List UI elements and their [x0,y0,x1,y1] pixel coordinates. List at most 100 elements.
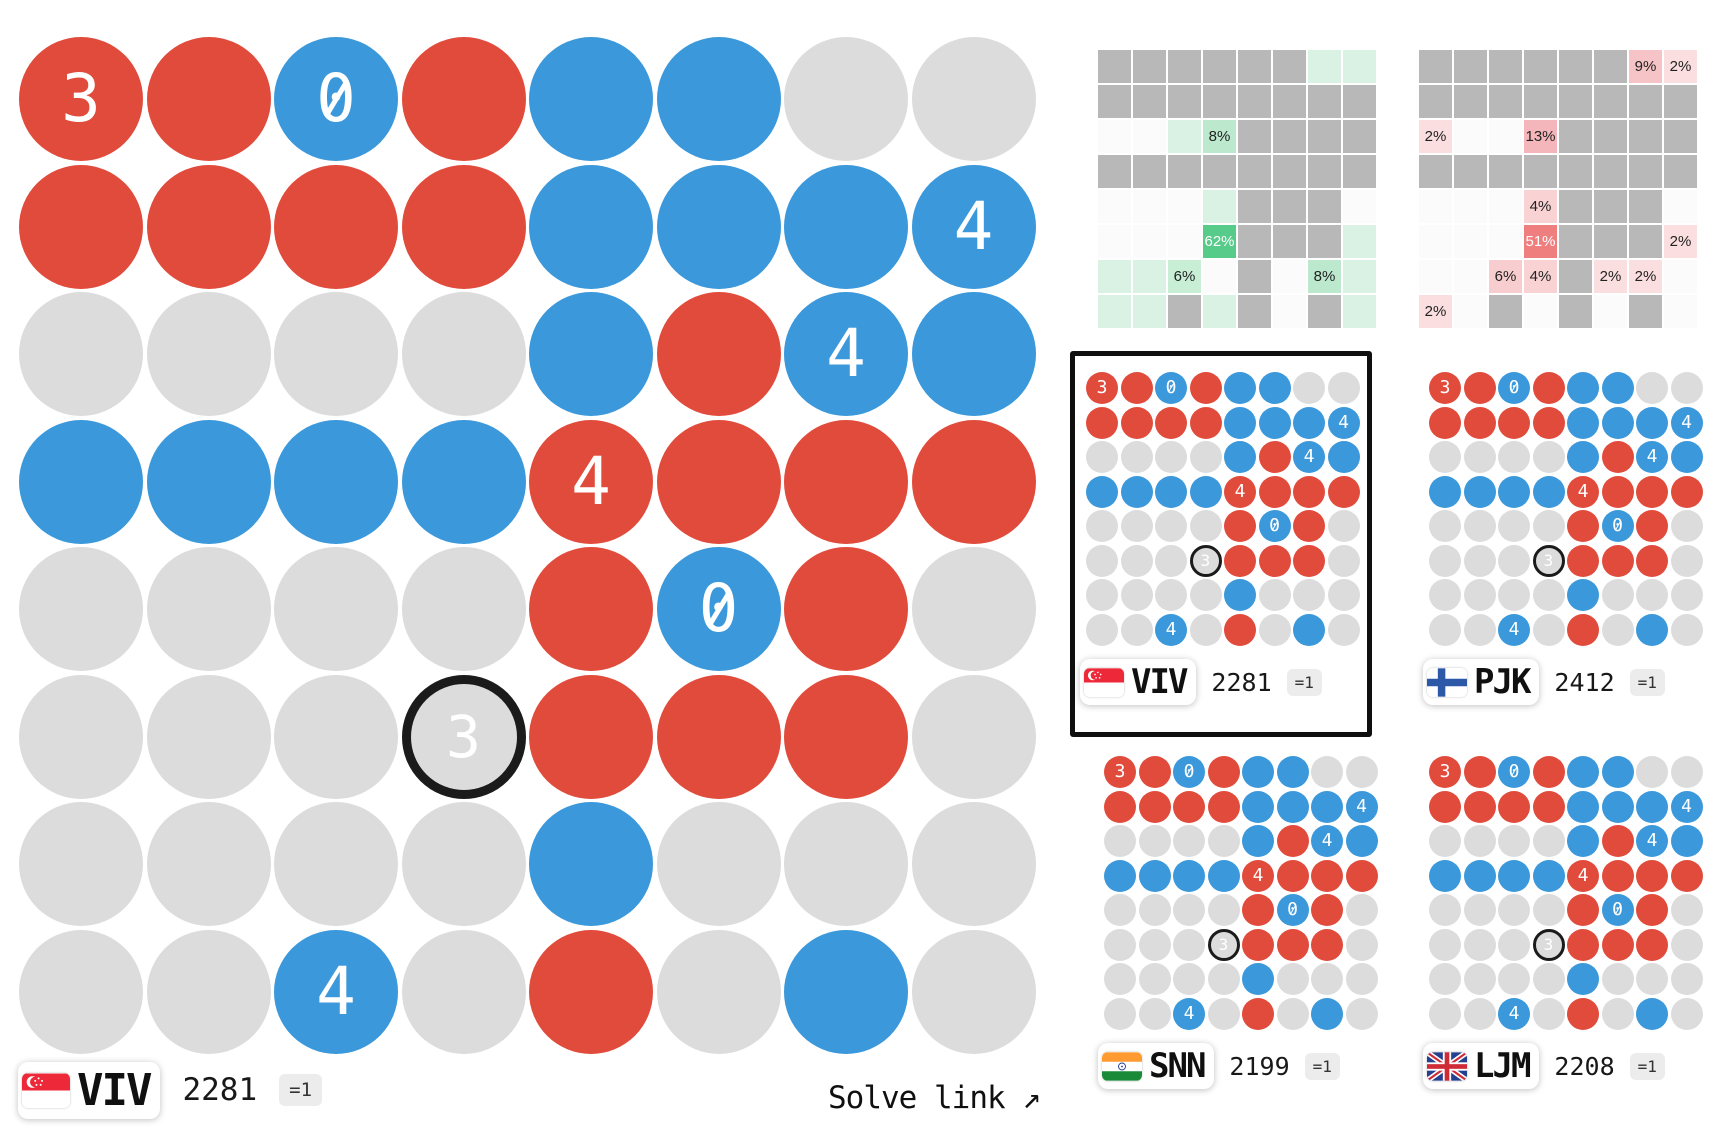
board-cell-empty[interactable] [656,802,781,926]
board-cell-empty[interactable] [19,802,143,926]
board-cell-empty[interactable] [19,547,143,671]
board-cell-red[interactable] [529,674,653,799]
player-label-LJM[interactable]: LJM 2208 =1 [1423,1042,1665,1090]
board-cell-empty[interactable] [274,547,398,671]
board-cell-empty[interactable] [146,547,271,671]
board-cell-red[interactable] [911,419,1036,544]
board-cell-empty[interactable] [274,802,398,926]
mini-cell-empty [1670,928,1703,961]
board-cell-empty[interactable] [19,929,143,1054]
board-cell-red[interactable] [656,674,781,799]
board-cell-empty[interactable] [911,929,1036,1054]
heatmap-cell [1454,260,1487,293]
mini-cell-red [1463,372,1496,404]
board-cell-blue[interactable] [911,292,1036,416]
solve-link[interactable]: Solve link ↗ [600,1080,1041,1116]
board-cell-red[interactable] [784,674,908,799]
board-cell-red[interactable] [401,164,526,289]
board-cell-empty[interactable] [146,674,271,799]
mini-cell-empty [1207,997,1240,1030]
heatmap-cell [1238,260,1271,293]
heatmap-cell-value: 2% [1594,260,1627,293]
board-cell-empty[interactable] [274,674,398,799]
heatmap-cell [1664,120,1697,153]
player-label-PJK[interactable]: PJK 2412 =1 [1423,658,1665,706]
mini-cell-empty [1601,579,1634,611]
board-cell-red[interactable] [784,547,908,671]
board-cell-empty[interactable] [401,547,526,671]
board-cell-blue-0[interactable]: 0 [274,37,398,161]
board-cell-blue[interactable] [529,37,653,161]
mini-cell-empty [1207,825,1240,857]
board-cell-red[interactable] [19,164,143,289]
board-cell-empty[interactable] [401,292,526,416]
board-cell-blue-4[interactable]: 4 [784,292,908,416]
board-cell-blue-4[interactable]: 4 [274,929,398,1054]
heatmap-cell [1343,190,1376,223]
board-cell-red[interactable] [656,292,781,416]
player-label-SNN[interactable]: SNN 2199 =1 [1098,1042,1340,1090]
board-cell-empty[interactable] [19,292,143,416]
cell-number: 4 [1681,411,1692,433]
heatmap-cell [1629,295,1662,328]
board-cell-empty[interactable] [401,929,526,1054]
board-cell-empty[interactable] [146,929,271,1054]
mini-board-VIV[interactable]: 30444034 [1086,372,1360,646]
board-cell-red[interactable] [529,929,653,1054]
board-cell-empty[interactable] [19,674,143,799]
board-cell-empty[interactable] [146,292,271,416]
board-cell-blue[interactable] [529,292,653,416]
board-cell-red[interactable] [401,37,526,161]
board-cell-blue[interactable] [274,419,398,544]
external-link-arrow-icon: ↗ [1022,1080,1041,1116]
board-cell-red-3[interactable]: 3 [19,37,143,161]
board-cell-empty[interactable] [656,929,781,1054]
board-cell-red[interactable] [274,164,398,289]
board-cell-blue-4[interactable]: 4 [911,164,1036,289]
heatmap-cell [1168,50,1201,83]
board-cell-blue[interactable] [529,802,653,926]
mini-cell-blue [1498,859,1530,892]
mini-cell-empty [1601,997,1634,1030]
heatmap-cell [1098,190,1131,223]
board-cell-blue[interactable] [784,164,908,289]
player-label-VIV[interactable]: VIV 2281 =1 [1080,658,1322,706]
board-cell-empty[interactable] [784,37,908,161]
board-cell-blue[interactable] [656,164,781,289]
board-cell-empty[interactable] [146,802,271,926]
mini-cell-empty [1532,963,1565,995]
board-cell-red[interactable] [784,419,908,544]
board-cell-red[interactable] [146,164,271,289]
board-cell-red[interactable] [529,547,653,671]
mini-cell-empty [1258,579,1291,611]
board-cell-empty[interactable] [401,802,526,926]
board-cell-blue[interactable] [784,929,908,1054]
board-cell-blue[interactable] [401,419,526,544]
mini-cell-empty [1429,825,1461,857]
mini-cell-empty [1532,510,1565,542]
board-cell-empty[interactable] [911,802,1036,926]
board-cell-red[interactable] [656,419,781,544]
mini-board-LJM[interactable]: 30444034 [1429,756,1703,1030]
board-cell-empty[interactable] [911,547,1036,671]
mini-board-PJK[interactable]: 30444034 [1429,372,1703,646]
board-cell-empty-outlined-3[interactable]: 3 [401,674,526,799]
footer-player-label: VIV 2281 =1 [18,1061,323,1119]
board-cell-empty[interactable] [911,37,1036,161]
player-code: VIV [1131,662,1188,702]
board-cell-blue[interactable] [146,419,271,544]
board-cell-empty[interactable] [784,802,908,926]
flag-sg-icon [1084,667,1124,697]
board-cell-blue[interactable] [656,37,781,161]
board-cell-empty[interactable] [911,674,1036,799]
board-cell-red[interactable] [146,37,271,161]
mini-cell-empty [1345,997,1378,1030]
board-cell-red-4[interactable]: 4 [529,419,653,544]
board-cell-empty[interactable] [274,292,398,416]
mini-board-SNN[interactable]: 30444034 [1104,756,1378,1030]
mini-cell-blue-0: 0 [1155,372,1187,404]
board-cell-blue[interactable] [19,419,143,544]
board-cell-blue[interactable] [529,164,653,289]
heatmap-cell [1559,225,1592,258]
board-cell-blue-0[interactable]: 0 [656,547,781,671]
